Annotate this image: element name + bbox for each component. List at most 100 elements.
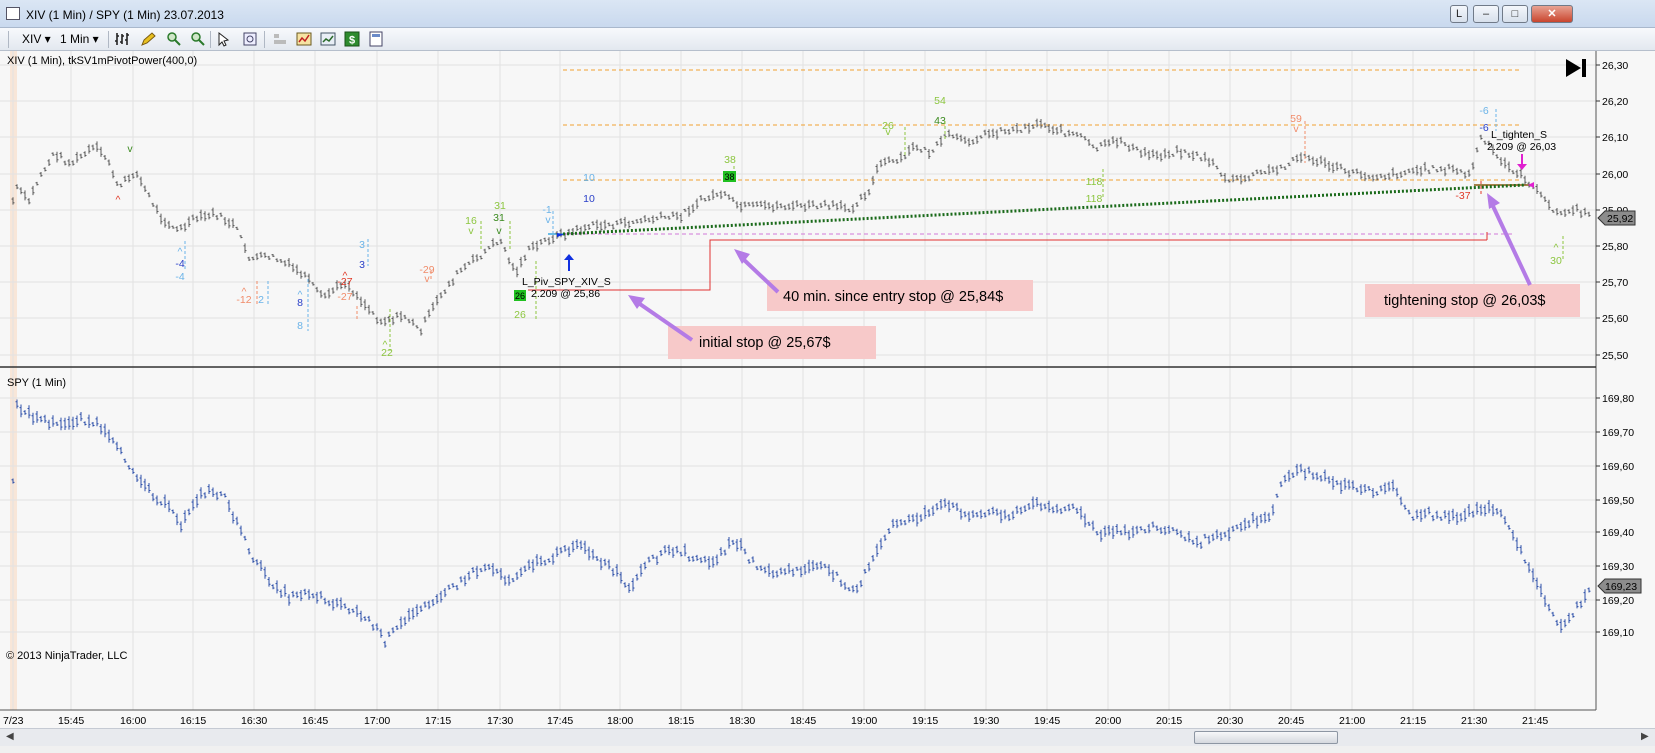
trend-line: [562, 183, 1526, 236]
time-axis-tick: 19:30: [973, 715, 999, 727]
svg-text:25,92: 25,92: [1607, 213, 1633, 225]
spy-price-bars: [11, 399, 1591, 648]
time-axis-tick: 21:45: [1522, 715, 1548, 727]
spy-axis-tick: 169,50: [1602, 495, 1634, 507]
instrument-label: XIV: [22, 32, 42, 46]
entry-order-detail: 2.209 @ 25,86: [531, 288, 600, 300]
interval-selector[interactable]: 1 Min ▾: [60, 32, 99, 46]
signal-marker: -4: [175, 258, 184, 270]
time-axis-tick: 18:15: [668, 715, 694, 727]
svg-text:169,23: 169,23: [1605, 581, 1637, 593]
maximize-button[interactable]: □: [1502, 5, 1528, 23]
time-axis-tick: 18:45: [790, 715, 816, 727]
time-axis-tick: 17:30: [487, 715, 513, 727]
instrument-selector[interactable]: XIV ▾: [22, 32, 51, 46]
signal-marker: 31: [493, 212, 505, 224]
time-axis: [0, 710, 1596, 728]
time-axis-tick: 18:00: [607, 715, 633, 727]
signal-marker: -6: [1479, 122, 1488, 134]
time-axis-ticks: 7/23 15:45 16:00 16:15 16:30 16:45 17:00 17:15 1…: [3, 715, 1548, 727]
xiv-axis-tick: 25,50: [1602, 350, 1628, 362]
zoom-in-icon[interactable]: [166, 31, 182, 47]
time-axis-tick: 19:45: [1034, 715, 1060, 727]
strategies-icon[interactable]: [320, 31, 336, 47]
zoom-out-icon[interactable]: [190, 31, 206, 47]
drawing-pencil-icon[interactable]: [140, 31, 156, 47]
signal-marker: v: [1293, 123, 1299, 135]
chart-area[interactable]: XIV (1 Min), tkSV1mPivotPower(400,0) SPY…: [0, 24, 1655, 728]
xiv-axis-tick: 25,60: [1602, 313, 1628, 325]
signal-marker: -1: [542, 204, 551, 216]
indicators-icon[interactable]: [296, 31, 312, 47]
signal-marker: ^: [298, 289, 303, 301]
signal-marker: 118: [1086, 193, 1103, 205]
signal-marker: ^: [343, 270, 348, 282]
entry-order-name: L_Piv_SPY_XIV_S: [522, 276, 611, 288]
annotation-tightening-stop: tightening stop @ 26,03$: [1365, 284, 1580, 317]
signal-marker: 38: [724, 154, 736, 166]
interval-label: 1 Min: [60, 32, 90, 46]
spy-axis-tick: 169,80: [1602, 393, 1634, 405]
exit-arrow-icon: [1517, 154, 1534, 188]
signal-marker: 10: [583, 193, 595, 205]
data-box-icon[interactable]: [242, 31, 258, 47]
signal-marker: -4: [175, 271, 184, 283]
exit-bar-value: 38: [724, 172, 734, 182]
horizontal-scrollbar[interactable]: ◀ ▶: [0, 728, 1655, 746]
time-axis-tick: 20:15: [1156, 715, 1182, 727]
signal-marker: 3: [359, 259, 365, 271]
time-axis-tick: 21:30: [1461, 715, 1487, 727]
signal-marker: 118: [1086, 176, 1103, 188]
xiv-axis-tick: 26,10: [1602, 132, 1628, 144]
spy-price-axis: 169,80 169,70 169,60 169,50 169,40 169,30 169,…: [1596, 393, 1634, 639]
time-axis-tick: 16:45: [302, 715, 328, 727]
link-button[interactable]: L: [1450, 5, 1468, 23]
cursor-pointer-icon[interactable]: [216, 31, 232, 47]
chart-svg[interactable]: XIV (1 Min), tkSV1mPivotPower(400,0) SPY…: [0, 24, 1655, 728]
time-axis-tick: 20:00: [1095, 715, 1121, 727]
signal-marker: 59: [1290, 113, 1302, 125]
signal-marker: 22: [381, 347, 393, 359]
time-axis-tick: 19:15: [912, 715, 938, 727]
signal-marker: v: [127, 143, 133, 155]
signal-dashes: [184, 109, 1564, 351]
bar-style-icon[interactable]: [114, 31, 130, 47]
close-button[interactable]: ✕: [1531, 5, 1573, 23]
chart-toolbar: XIV ▾ 1 Min ▾ $: [0, 28, 1655, 51]
entry-bar-value: 26: [515, 291, 525, 301]
scroll-right-icon[interactable]: ▶: [1641, 731, 1649, 742]
skip-to-end-icon[interactable]: [1566, 59, 1586, 77]
properties-list-icon[interactable]: [368, 31, 384, 47]
scrollbar-thumb[interactable]: [1194, 731, 1338, 744]
chart-properties-icon[interactable]: [272, 31, 288, 47]
time-axis-tick: 17:15: [425, 715, 451, 727]
entry-order-label: 26 L_Piv_SPY_XIV_S 2.209 @ 25,86: [514, 276, 611, 301]
xiv-panel[interactable]: [0, 51, 1596, 367]
signal-marker: -12: [236, 294, 251, 306]
xiv-price-bars: [11, 118, 1591, 336]
exit-order-label: 38 L_tighten_S 2.209 @ 26,03: [723, 129, 1556, 182]
signal-marker: ^: [116, 194, 121, 206]
signal-marker: ^: [1554, 242, 1559, 254]
window-titlebar[interactable]: XIV (1 Min) / SPY (1 Min) 23.07.2013 L ‒…: [0, 0, 1655, 28]
time-axis-tick: 20:45: [1278, 715, 1304, 727]
time-axis-tick: 16:30: [241, 715, 267, 727]
signal-marker: 43: [934, 115, 946, 127]
callout-arrows: [628, 193, 1532, 342]
scroll-left-icon[interactable]: ◀: [6, 731, 14, 742]
svg-text:tightening stop @ 26,03$: tightening stop @ 26,03$: [1384, 293, 1545, 309]
dollar-icon[interactable]: $: [344, 31, 360, 47]
xiv-last-price-tag: 25,92: [1597, 210, 1636, 226]
copyright-text: © 2013 NinjaTrader, LLC: [6, 650, 127, 662]
annotation-40min-stop: 40 min. since entry stop @ 25,84$: [767, 280, 1033, 311]
xiv-axis-tick: 26,30: [1602, 60, 1628, 72]
time-axis-tick: 17:45: [547, 715, 573, 727]
spy-axis-tick: 169,20: [1602, 595, 1634, 607]
minimize-button[interactable]: ‒: [1473, 5, 1499, 23]
spy-panel[interactable]: [0, 368, 1596, 710]
spy-axis-tick: 169,10: [1602, 627, 1634, 639]
signal-marker: 26: [514, 309, 526, 321]
price-axis: [1596, 51, 1655, 728]
signal-marker: 3: [359, 239, 365, 251]
signal-marker: -27: [337, 291, 352, 303]
